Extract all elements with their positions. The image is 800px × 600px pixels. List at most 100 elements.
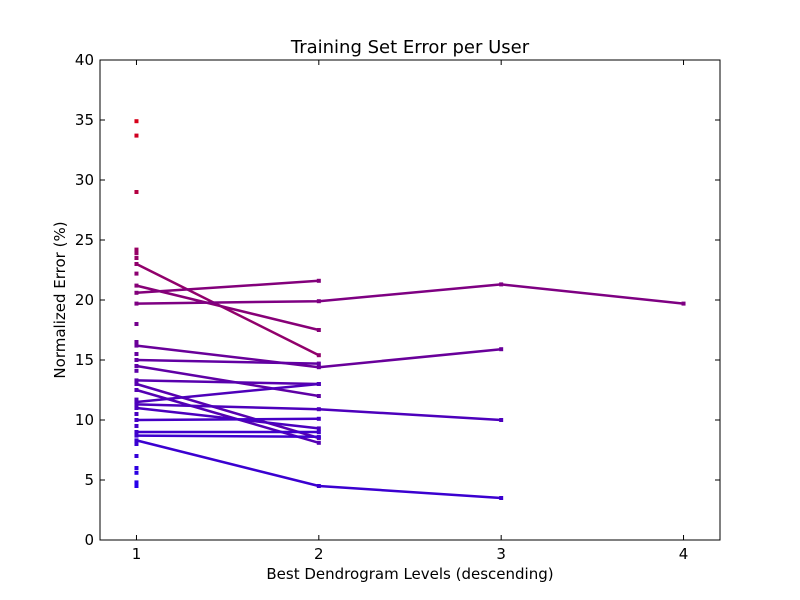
data-point <box>316 440 321 445</box>
data-point <box>316 434 321 439</box>
series-23 <box>134 282 686 306</box>
series-line <box>136 382 319 404</box>
series-30 <box>134 382 321 404</box>
series-line <box>136 358 319 365</box>
series-3 <box>134 247 139 252</box>
data-point <box>134 424 139 428</box>
data-point <box>134 378 139 383</box>
data-point <box>134 433 139 438</box>
data-point <box>134 484 139 488</box>
series-17 <box>134 470 139 475</box>
data-point <box>134 480 139 485</box>
data-point <box>134 466 139 470</box>
data-point <box>134 283 139 288</box>
data-point <box>316 430 321 434</box>
data-point <box>134 190 139 194</box>
data-point <box>134 364 139 368</box>
data-point <box>134 454 139 458</box>
data-point <box>499 418 504 422</box>
x-tick-label: 4 <box>679 545 689 563</box>
data-point <box>316 361 321 366</box>
data-point <box>134 397 139 402</box>
data-point <box>316 328 321 332</box>
data-point <box>134 382 139 386</box>
series-20 <box>134 262 321 358</box>
data-point <box>499 347 504 352</box>
series-line <box>136 434 319 439</box>
series-11 <box>134 397 139 402</box>
series-6 <box>134 271 139 276</box>
x-axis-label: Best Dendrogram Levels (descending) <box>266 565 553 583</box>
data-point <box>499 496 504 500</box>
data-point <box>134 247 139 252</box>
series-line <box>136 382 320 440</box>
series-13 <box>134 424 139 428</box>
series-9 <box>134 352 139 356</box>
series-12 <box>134 412 139 416</box>
data-point <box>316 278 321 283</box>
data-point <box>134 368 139 373</box>
data-point <box>134 271 139 276</box>
series-4 <box>134 251 139 256</box>
data-point <box>134 301 139 306</box>
series-14 <box>134 442 139 446</box>
series-35 <box>134 433 321 439</box>
data-point <box>316 416 321 421</box>
series-8 <box>134 340 139 344</box>
data-point <box>134 388 139 392</box>
chart-title: Training Set Error per User <box>290 37 530 58</box>
series-line <box>136 279 319 295</box>
y-tick-label: 35 <box>75 111 94 129</box>
plot-area <box>134 119 686 500</box>
series-line <box>136 283 684 305</box>
series-line <box>136 284 320 332</box>
data-point <box>134 251 139 256</box>
series-18 <box>134 480 139 485</box>
y-tick-label: 15 <box>75 351 94 369</box>
data-point <box>134 358 139 362</box>
series-7 <box>134 322 139 326</box>
series-line <box>136 417 319 422</box>
series-31 <box>134 402 504 422</box>
data-point <box>134 322 139 326</box>
series-10 <box>134 368 139 373</box>
data-point <box>316 426 321 431</box>
series-line <box>135 262 320 357</box>
series-line <box>136 379 319 386</box>
data-point <box>134 470 139 475</box>
data-point <box>134 442 139 446</box>
data-point <box>134 256 139 260</box>
data-point <box>134 406 139 410</box>
data-point <box>134 290 139 295</box>
data-point <box>134 262 139 266</box>
x-tick-label: 2 <box>314 545 324 563</box>
data-point <box>134 438 139 443</box>
series-5 <box>134 256 139 260</box>
y-tick-label: 25 <box>75 231 94 249</box>
series-21 <box>134 283 321 332</box>
data-point <box>134 119 139 124</box>
y-tick-label: 10 <box>75 411 94 429</box>
series-25 <box>134 358 321 366</box>
data-point <box>134 340 139 344</box>
x-tick-label: 1 <box>132 545 142 563</box>
data-point <box>316 407 321 412</box>
y-tick-label: 40 <box>75 51 94 69</box>
data-point <box>681 301 686 306</box>
data-point <box>134 418 139 422</box>
data-point <box>316 394 321 398</box>
data-point <box>316 299 321 304</box>
y-tick-label: 20 <box>75 291 94 309</box>
data-point <box>316 365 321 370</box>
series-33 <box>134 416 321 422</box>
series-2 <box>134 190 139 194</box>
series-24 <box>134 343 504 370</box>
series-19 <box>134 484 139 488</box>
series-15 <box>134 454 139 458</box>
data-point <box>134 430 139 434</box>
y-tick-label: 5 <box>84 471 94 489</box>
data-point <box>316 382 321 386</box>
